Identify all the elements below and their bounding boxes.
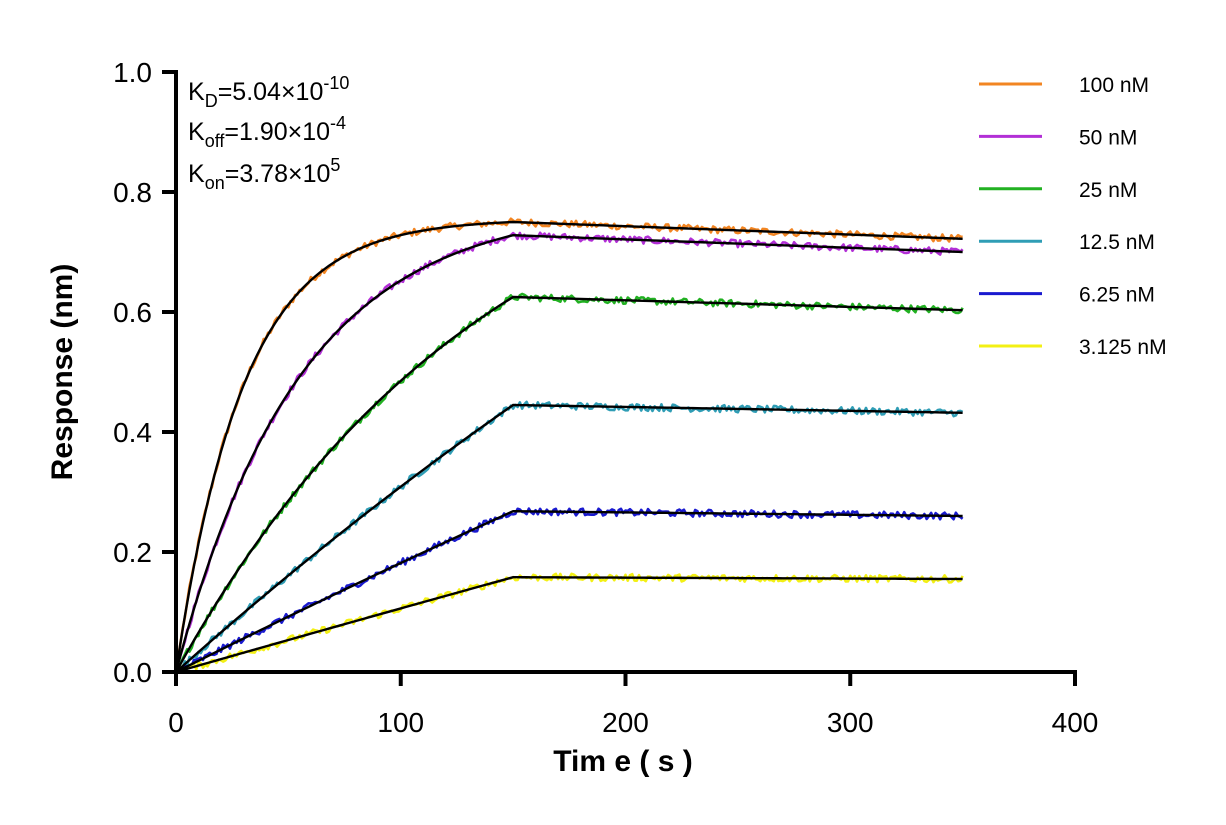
kon-subscript: on — [205, 173, 225, 193]
legend-label: 6.25 nM — [1079, 284, 1155, 307]
kinetic-constants: KD=5.04×10-10 Koff=1.90×10-4 Kon=3.78×10… — [188, 73, 349, 193]
fit-line-12-5-nm — [175, 403, 963, 673]
y-axis-ticks: 0.0 0.2 0.4 0.6 0.8 1.0 — [113, 57, 176, 688]
y-tick-label: 1.0 — [113, 57, 152, 88]
series-line-12-5-nm — [175, 400, 964, 673]
x-axis-ticks: 0 100 200 300 400 — [168, 672, 1098, 738]
y-axis-title: Response (nm) — [46, 264, 79, 481]
legend-label: 100 nM — [1079, 74, 1149, 97]
series-line-3-125-nm — [175, 572, 964, 674]
koff-exponent: -4 — [330, 113, 346, 133]
y-tick-label: 0.6 — [113, 297, 152, 328]
legend-label: 50 nM — [1079, 126, 1137, 149]
x-tick-label: 300 — [827, 707, 874, 738]
legend-label: 12.5 nM — [1079, 231, 1155, 254]
koff-subscript: off — [205, 131, 226, 151]
legend-label: 3.125 nM — [1079, 336, 1167, 359]
kon-exponent: 5 — [330, 155, 340, 175]
plot-area — [174, 217, 964, 674]
fit-line-25-nm — [174, 295, 963, 673]
fit-curves — [174, 220, 963, 674]
x-tick-label: 100 — [377, 707, 424, 738]
y-tick-label: 0.2 — [113, 537, 152, 568]
fit-line-3-125-nm — [175, 575, 963, 674]
series-line-100-nm — [174, 217, 963, 673]
y-tick-label: 0.4 — [113, 417, 152, 448]
x-tick-label: 400 — [1052, 707, 1099, 738]
kd-annotation: KD=5.04×10-10 — [188, 73, 349, 111]
y-tick-label: 0.0 — [113, 657, 152, 688]
koff-symbol: K — [188, 118, 205, 146]
fit-line-6-25-nm — [175, 509, 963, 674]
kon-annotation: Kon=3.78×105 — [188, 155, 340, 193]
kd-value: =5.04×10 — [218, 78, 324, 106]
kon-symbol: K — [188, 160, 205, 188]
fit-line-50-nm — [174, 233, 963, 673]
y-tick-label: 0.8 — [113, 177, 152, 208]
series-line-6-25-nm — [175, 507, 964, 674]
x-tick-label: 0 — [168, 707, 184, 738]
fit-line-100-nm — [174, 220, 963, 673]
koff-annotation: Koff=1.90×10-4 — [188, 113, 346, 151]
kd-subscript: D — [205, 91, 218, 111]
koff-value: =1.90×10 — [224, 118, 330, 146]
kd-symbol: K — [188, 78, 205, 106]
x-tick-label: 200 — [602, 707, 649, 738]
x-axis-title: Tim e ( s ) — [553, 745, 692, 778]
kd-exponent: -10 — [323, 73, 349, 93]
kon-value: =3.78×10 — [225, 160, 331, 188]
legend: 100 nM 50 nM 25 nM 12.5 nM 6.25 nM 3.125 nM — [979, 74, 1167, 359]
legend-label: 25 nM — [1079, 179, 1137, 202]
data-series — [174, 217, 964, 674]
